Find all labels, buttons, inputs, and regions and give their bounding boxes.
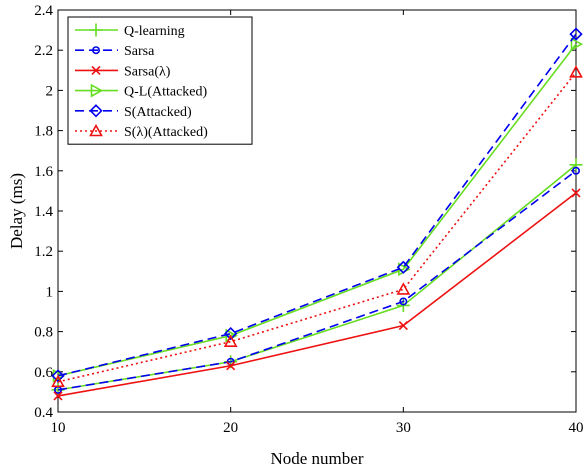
data-point [396, 260, 410, 274]
axes: 10 20 30 40 0.4 0.6 0.8 1 1.2 1.4 1.6 1.8 2 2.2 2.4 Nod… [7, 3, 584, 468]
y-tick-label: 2.2 [34, 43, 53, 59]
legend-entry: Q-L(Attacked) [75, 83, 208, 100]
legend-entry: S(λ)(Attacked) [75, 123, 208, 140]
x-tick-label: 40 [569, 420, 584, 436]
legend-entry: Sarsa(λ) [75, 64, 171, 79]
series-line [57, 33, 577, 377]
data-point [51, 374, 65, 388]
data-point [398, 321, 408, 331]
data-point [569, 158, 583, 172]
legend-marker [89, 23, 103, 37]
y-tick-label: 1 [46, 284, 54, 300]
legend-label: Q-learning [124, 24, 185, 39]
y-tick-label: 0.8 [34, 325, 53, 341]
y-axis-title: Delay (ms) [7, 173, 26, 249]
data-point [399, 297, 408, 306]
data-point [224, 326, 238, 341]
series-line [57, 170, 577, 391]
data-point [223, 334, 238, 347]
legend-label: Sarsa [124, 44, 155, 59]
series-line [57, 192, 577, 397]
y-tick-label: 0.4 [34, 405, 53, 421]
series-6 [51, 65, 583, 388]
y-tick-label: 0.6 [34, 365, 53, 381]
y-tick-label: 1.6 [34, 164, 53, 180]
legend-marker [89, 123, 103, 137]
legend-box [67, 16, 253, 145]
y-tick-label: 2 [46, 83, 54, 99]
legend-label: Sarsa(λ) [124, 64, 171, 79]
legend-label: Q-L(Attacked) [124, 85, 208, 100]
series-line [57, 43, 577, 377]
series-1 [51, 158, 583, 397]
data-point [571, 166, 580, 175]
data-point [226, 361, 236, 371]
series-line [57, 164, 577, 391]
legend-entry: Sarsa [75, 44, 155, 59]
series-group [51, 27, 584, 401]
data-point [569, 65, 583, 78]
y-tick-label: 1.2 [34, 244, 53, 260]
data-point [570, 37, 584, 52]
legend-entry: S(Attacked) [75, 104, 192, 120]
data-point [569, 27, 583, 41]
x-axis-title: Node number [270, 449, 363, 468]
legend-marker [91, 65, 101, 75]
y-tick-label: 1.4 [34, 204, 53, 220]
legend-marker [89, 104, 103, 118]
data-point [53, 391, 63, 401]
data-point [571, 188, 581, 198]
data-point [396, 282, 411, 295]
x-tick-label: 10 [51, 420, 66, 436]
legend-entry: Q-learning [75, 23, 185, 39]
series-2 [53, 166, 580, 394]
legend-label: S(λ)(Attacked) [124, 125, 208, 140]
legend-marker [92, 46, 101, 55]
y-tick-label: 1.8 [34, 124, 53, 140]
series-5 [51, 27, 583, 383]
y-tick-label: 2.4 [34, 3, 53, 19]
x-tick-label: 20 [223, 420, 238, 436]
legend-marker [90, 83, 104, 98]
series-line [57, 71, 577, 383]
series-3 [53, 188, 581, 401]
x-tick-label: 30 [396, 420, 411, 436]
legend-label: S(Attacked) [124, 105, 192, 120]
legend: Q-learning Sarsa Sarsa(λ) Q-L(Attacked) S(At… [67, 16, 253, 145]
